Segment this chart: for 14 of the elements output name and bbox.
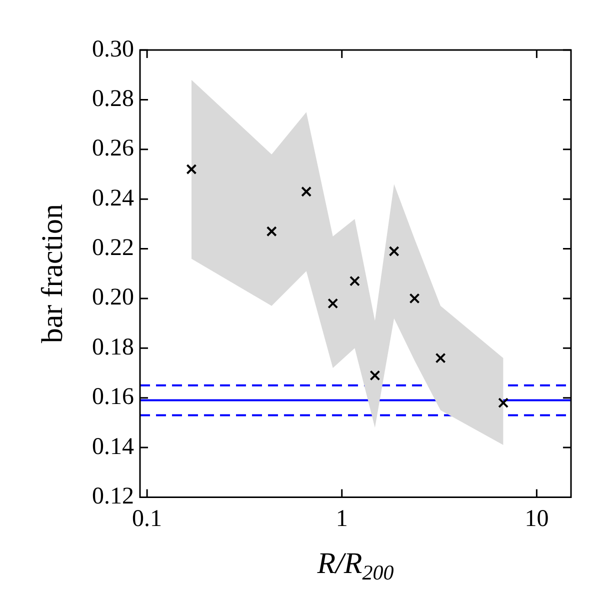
y-tick-label: 0.26 [92,136,134,162]
y-tick-label: 0.24 [92,185,134,212]
y-tick-label: 0.22 [92,235,134,262]
x-tick-label: 0.1 [132,506,162,532]
y-tick-label: 0.20 [92,284,134,311]
y-tick-label: 0.14 [92,434,134,460]
y-tick-label: 0.12 [92,483,134,510]
y-tick-label: 0.30 [92,36,134,62]
x-tick-label: 1 [336,506,348,532]
y-tick-label: 0.28 [92,86,134,112]
x-tick-label: 10 [524,506,549,532]
y-tick-label: 0.16 [92,384,134,410]
y-tick-label: 0.18 [92,334,134,360]
y-axis-title: bar fraction [36,204,69,344]
